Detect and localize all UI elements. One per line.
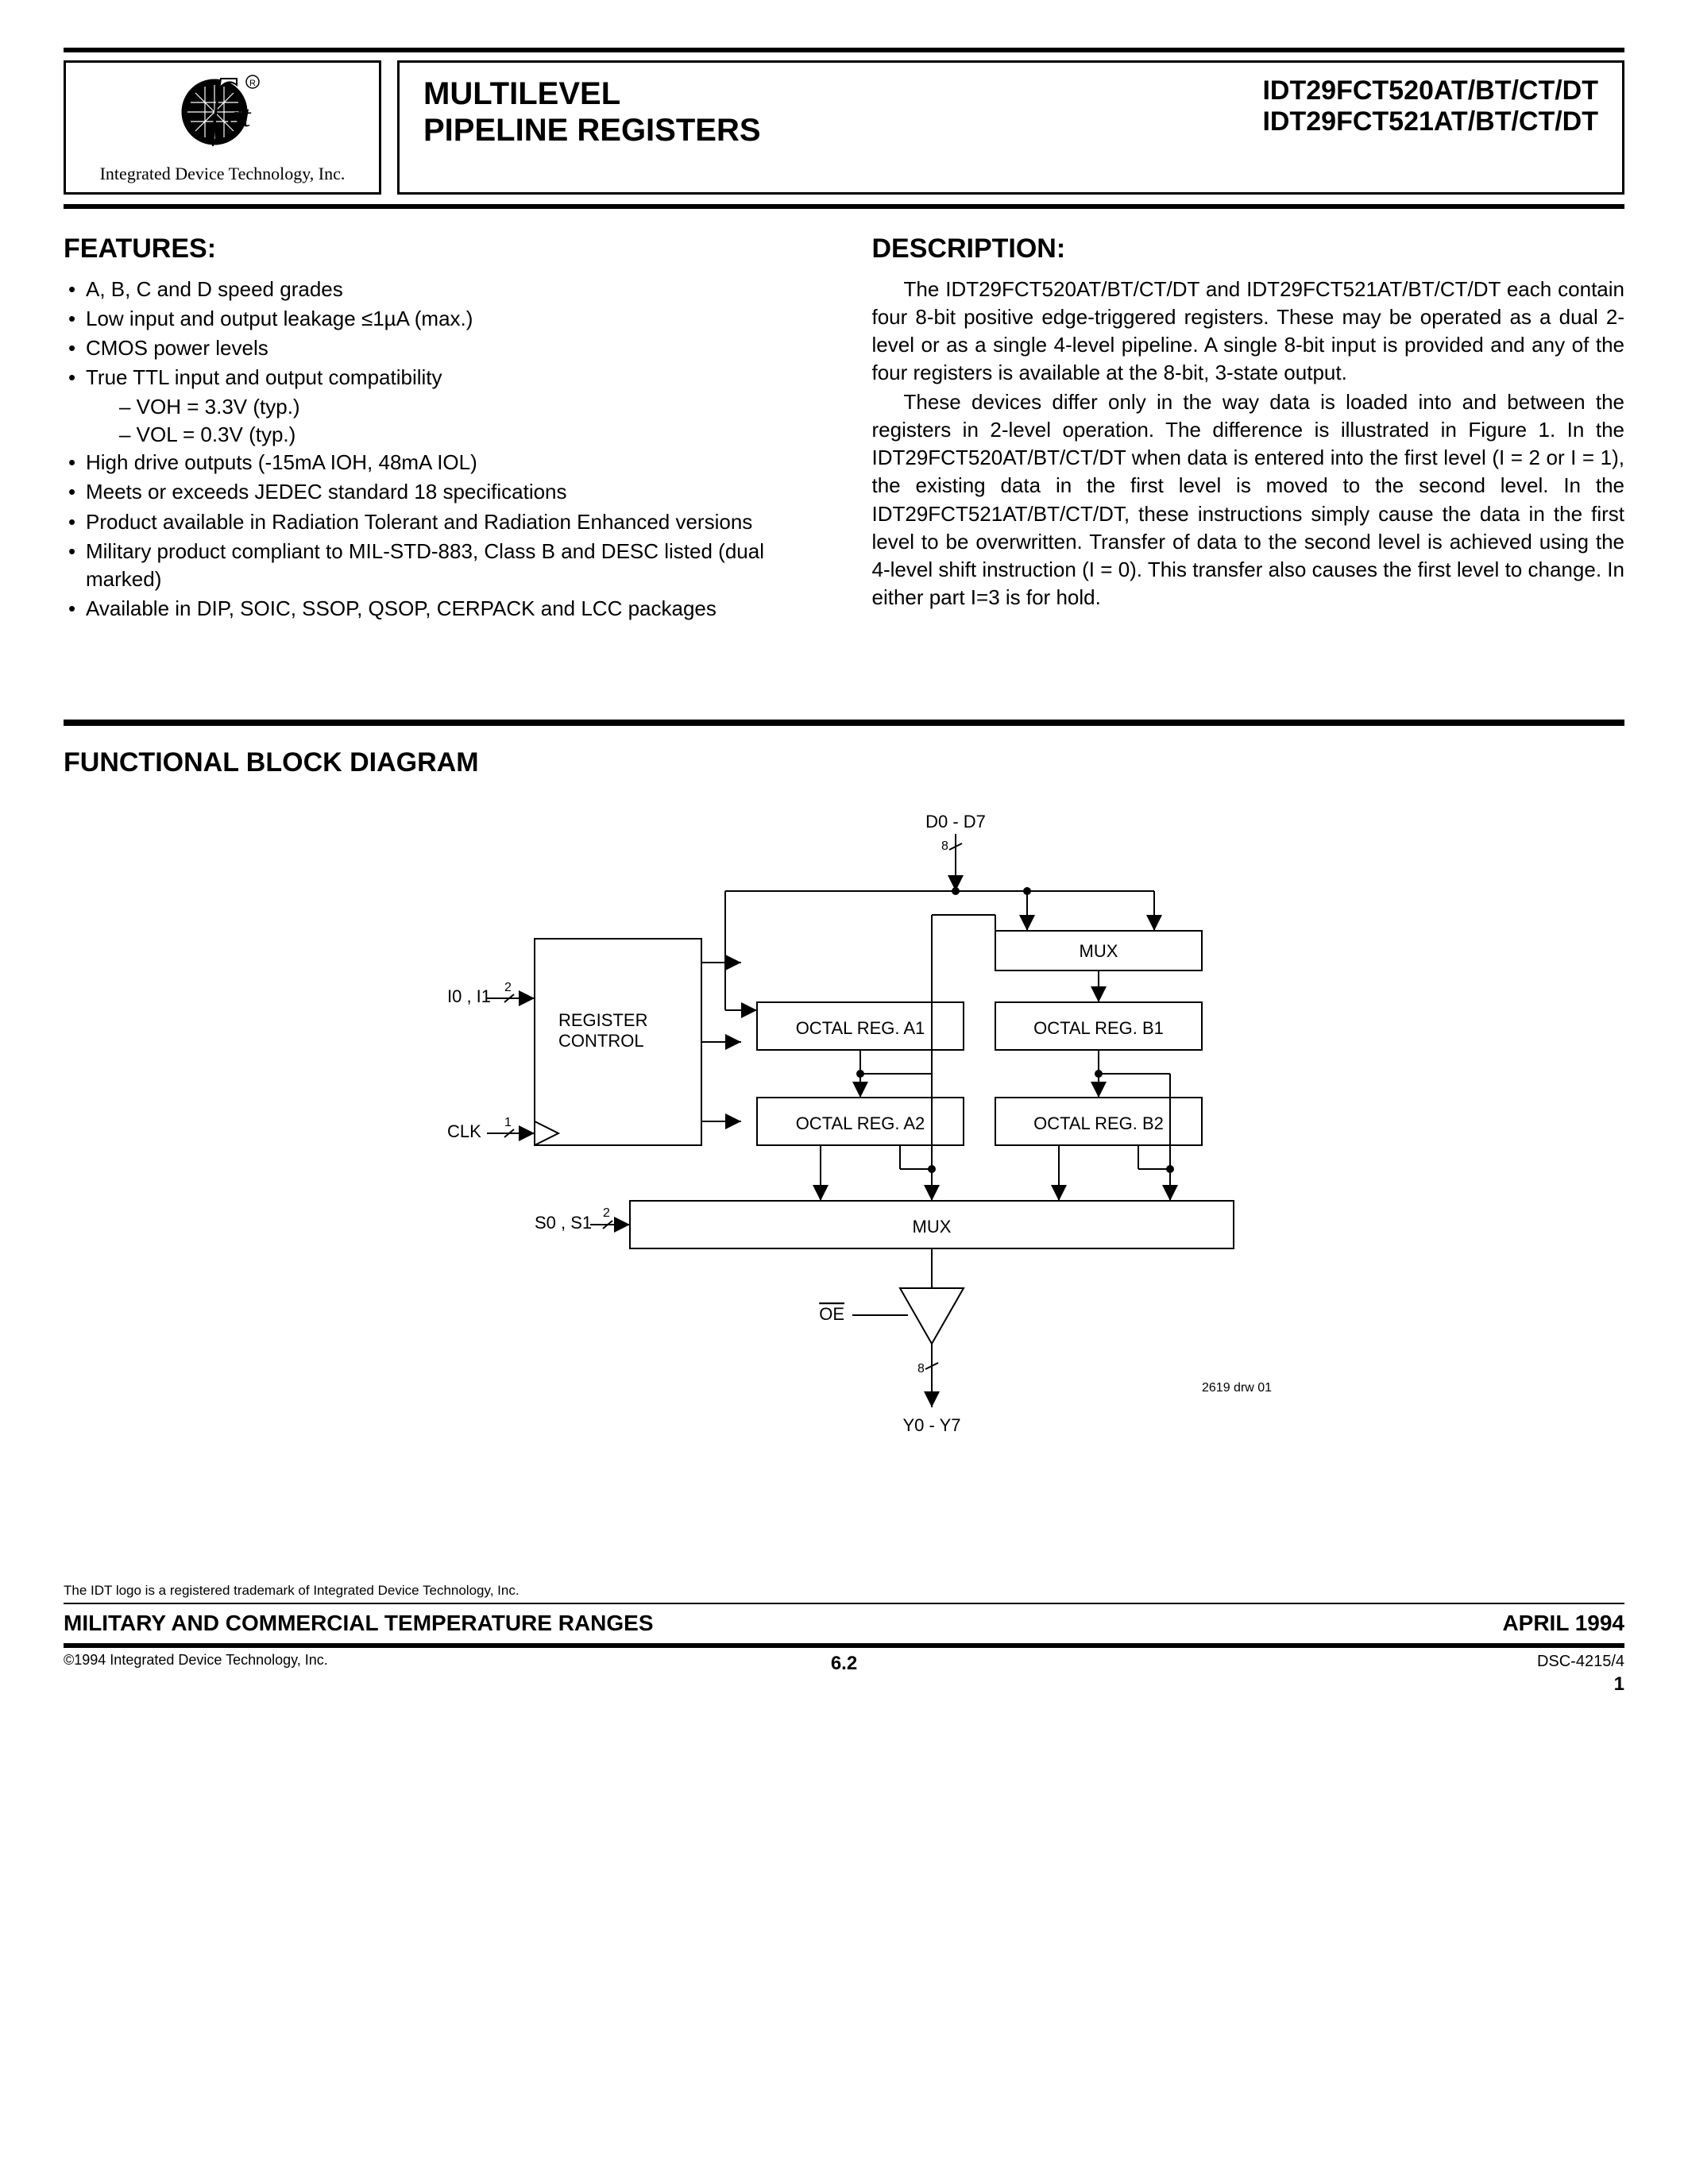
feature-item: Meets or exceeds JEDEC standard 18 speci… — [64, 478, 817, 506]
svg-text:OE: OE — [819, 1304, 844, 1324]
description-column: DESCRIPTION: The IDT29FCT520AT/BT/CT/DT … — [872, 231, 1625, 624]
svg-text:MUX: MUX — [1079, 941, 1118, 961]
svg-text:OCTAL REG. B2: OCTAL REG. B2 — [1033, 1113, 1164, 1133]
header-row: dt R Integrated Device Technology, Inc. … — [64, 60, 1624, 195]
feature-item: Military product compliant to MIL-STD-88… — [64, 538, 817, 593]
svg-text:OCTAL REG. A1: OCTAL REG. A1 — [795, 1018, 925, 1038]
feature-subitem: – VOL = 0.3V (typ.) — [119, 421, 817, 449]
feature-item: CMOS power levels — [64, 334, 817, 362]
title-line1: MULTILEVEL — [423, 75, 761, 112]
feature-item: A, B, C and D speed grades — [64, 276, 817, 303]
svg-text:8: 8 — [917, 1362, 925, 1376]
svg-text:D0 - D7: D0 - D7 — [925, 812, 986, 832]
svg-text:CLK: CLK — [447, 1121, 481, 1141]
features-list-2: High drive outputs (-15mA IOH, 48mA IOL)… — [64, 449, 817, 623]
features-list: A, B, C and D speed grades Low input and… — [64, 276, 817, 392]
part-number-2: IDT29FCT521AT/BT/CT/DT — [1262, 106, 1598, 137]
part-number-1: IDT29FCT520AT/BT/CT/DT — [1262, 75, 1598, 106]
feature-item: Low input and output leakage ≤1µA (max.) — [64, 305, 817, 333]
footer-row-1: MILITARY AND COMMERCIAL TEMPERATURE RANG… — [64, 1604, 1624, 1642]
page-number: 1 — [1614, 1673, 1624, 1695]
footer-right: DSC-4215/4 1 — [1537, 1651, 1624, 1696]
feature-item: Available in DIP, SOIC, SSOP, QSOP, CERP… — [64, 595, 817, 623]
feature-subitem: – VOH = 3.3V (typ.) — [119, 393, 817, 421]
diagram-heading: FUNCTIONAL BLOCK DIAGRAM — [64, 745, 1624, 780]
svg-text:2: 2 — [504, 981, 512, 994]
svg-text:OCTAL REG. B1: OCTAL REG. B1 — [1033, 1018, 1164, 1038]
temperature-range: MILITARY AND COMMERCIAL TEMPERATURE RANG… — [64, 1609, 654, 1638]
svg-text:CONTROL: CONTROL — [558, 1031, 644, 1051]
svg-text:MUX: MUX — [912, 1217, 951, 1237]
svg-text:REGISTER: REGISTER — [558, 1010, 647, 1030]
title-box: MULTILEVEL PIPELINE REGISTERS IDT29FCT52… — [397, 60, 1624, 195]
body-columns: FEATURES: A, B, C and D speed grades Low… — [64, 231, 1624, 624]
company-name: Integrated Device Technology, Inc. — [100, 163, 346, 186]
doc-date: APRIL 1994 — [1502, 1609, 1624, 1638]
copyright: ©1994 Integrated Device Technology, Inc. — [64, 1651, 328, 1696]
description-para-2: These devices differ only in the way dat… — [872, 388, 1625, 612]
idt-logo-icon: dt R — [175, 71, 270, 158]
feature-item: High drive outputs (-15mA IOH, 48mA IOL) — [64, 449, 817, 477]
header-rule — [64, 204, 1624, 209]
trademark-notice: The IDT logo is a registered trademark o… — [64, 1582, 1624, 1599]
svg-text:dt: dt — [227, 100, 252, 133]
svg-text:2619 drw 01: 2619 drw 01 — [1202, 1381, 1272, 1395]
svg-text:8: 8 — [941, 839, 948, 853]
block-diagram: D0 - D7 8 MUX REGISTER CONTROL I0 , I1 2… — [64, 804, 1624, 1518]
feature-item: Product available in Radiation Tolerant … — [64, 508, 817, 536]
doc-title: MULTILEVEL PIPELINE REGISTERS — [423, 75, 761, 179]
part-numbers: IDT29FCT520AT/BT/CT/DT IDT29FCT521AT/BT/… — [1262, 75, 1598, 179]
title-line2: PIPELINE REGISTERS — [423, 112, 761, 149]
top-rule — [64, 48, 1624, 52]
svg-text:2: 2 — [603, 1206, 610, 1220]
svg-text:S0 , S1: S0 , S1 — [535, 1213, 592, 1233]
svg-text:OCTAL REG. A2: OCTAL REG. A2 — [795, 1113, 925, 1133]
section-number: 6.2 — [831, 1651, 857, 1676]
svg-text:R: R — [249, 79, 256, 88]
footer-row-2: ©1994 Integrated Device Technology, Inc.… — [64, 1648, 1624, 1696]
svg-text:Y0 - Y7: Y0 - Y7 — [902, 1415, 960, 1435]
feature-item: True TTL input and output compatibility — [64, 364, 817, 392]
section-divider — [64, 720, 1624, 726]
doc-number: DSC-4215/4 — [1537, 1653, 1624, 1670]
description-heading: DESCRIPTION: — [872, 231, 1625, 266]
features-sublist: – VOH = 3.3V (typ.) – VOL = 0.3V (typ.) — [64, 393, 817, 449]
logo-box: dt R Integrated Device Technology, Inc. — [64, 60, 381, 195]
features-column: FEATURES: A, B, C and D speed grades Low… — [64, 231, 817, 624]
svg-text:1: 1 — [504, 1116, 512, 1129]
features-heading: FEATURES: — [64, 231, 817, 266]
svg-text:I0 , I1: I0 , I1 — [447, 986, 491, 1006]
description-para-1: The IDT29FCT520AT/BT/CT/DT and IDT29FCT5… — [872, 276, 1625, 387]
